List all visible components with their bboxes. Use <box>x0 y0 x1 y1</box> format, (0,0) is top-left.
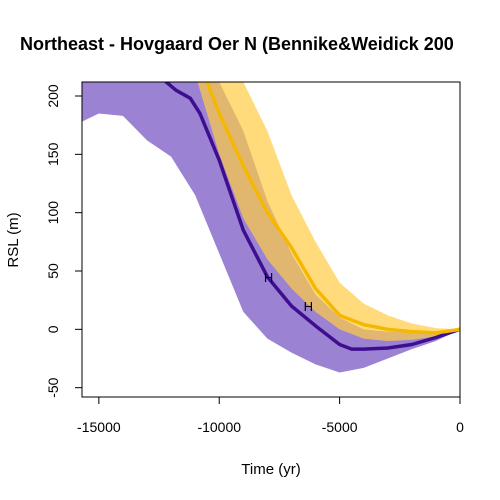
x-tick-label: -15000 <box>77 419 121 435</box>
data-point-marker: H <box>304 299 313 314</box>
y-tick-label: -50 <box>45 377 61 397</box>
series-line-2 <box>205 82 460 335</box>
y-tick-label: 150 <box>45 142 61 166</box>
chart-title: Northeast - Hovgaard Oer N (Bennike&Weid… <box>20 34 454 54</box>
annotations: HH <box>264 270 313 314</box>
x-tick-label: -10000 <box>197 419 241 435</box>
y-axis: -50 0 50 100 150 200 <box>45 84 83 398</box>
y-tick-label: 0 <box>45 325 61 333</box>
y-tick-label: 100 <box>45 201 61 225</box>
y-axis-label: RSL (m) <box>5 212 22 267</box>
plot-area <box>82 82 460 373</box>
x-tick-label: -5000 <box>322 419 358 435</box>
y-tick-label: 50 <box>45 263 61 279</box>
x-tick-label: 0 <box>456 419 464 435</box>
series-line-1 <box>164 82 460 351</box>
uncertainty-band-2 <box>197 82 460 341</box>
x-axis: -15000 -10000 -5000 0 <box>77 396 464 435</box>
data-point-marker: H <box>264 270 273 285</box>
y-tick-label: 200 <box>45 84 61 108</box>
x-axis-label: Time (yr) <box>241 461 300 478</box>
